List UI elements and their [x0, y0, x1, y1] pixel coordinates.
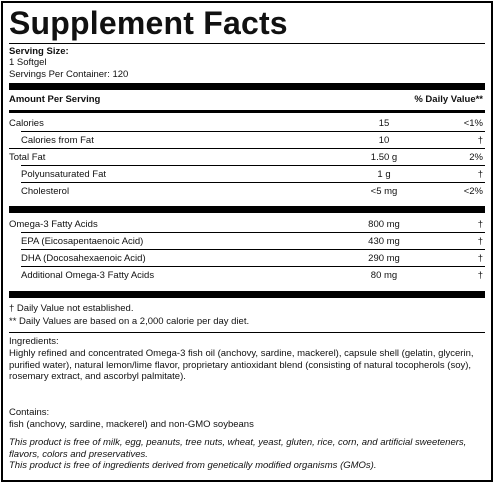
row-divider — [21, 232, 485, 233]
nutrient-amount: 1 g — [377, 169, 391, 180]
thick-divider-bottom — [9, 291, 485, 298]
thick-divider-middle — [9, 206, 485, 213]
row-divider — [21, 131, 485, 132]
nutrient-daily-value: † — [477, 253, 483, 264]
nutrient-daily-value: † — [477, 270, 483, 281]
nutrient-row: Calories 15 <1% — [9, 115, 485, 132]
nutrient-amount: 800 mg — [368, 219, 400, 230]
title-divider — [9, 43, 485, 44]
serving-size-value: 1 Softgel — [9, 57, 47, 68]
nutrient-row: DHA (Docosahexaenoic Acid) 290 mg † — [9, 250, 485, 267]
servings-per-container: Servings Per Container: 120 — [9, 69, 129, 80]
panel-title: Supplement Facts — [9, 5, 288, 41]
nutrient-amount: 15 — [378, 118, 390, 129]
nutrient-name: Additional Omega-3 Fatty Acids — [21, 270, 155, 281]
nutrient-row: Calories from Fat 10 † — [9, 132, 485, 149]
nutrient-name: Calories — [9, 118, 44, 129]
nutrient-row: Polyunsaturated Fat 1 g † — [9, 166, 485, 183]
nutrient-amount: 10 — [378, 135, 390, 146]
nutrient-daily-value: 2% — [469, 152, 483, 163]
nutrient-name: Calories from Fat — [21, 135, 94, 146]
amount-per-serving-label: Amount Per Serving — [9, 94, 101, 105]
nutrient-daily-value: † — [477, 169, 483, 180]
nutrient-daily-value: † — [477, 236, 483, 247]
row-divider — [9, 148, 485, 149]
row-divider — [21, 165, 485, 166]
ingredients-label: Ingredients: — [9, 336, 59, 347]
nutrient-daily-value: † — [477, 219, 483, 230]
ingredients-text: Highly refined and concentrated Omega-3 … — [9, 348, 474, 382]
nutrient-daily-value: <2% — [463, 186, 483, 197]
row-divider — [21, 182, 485, 183]
nutrient-daily-value: † — [477, 135, 483, 146]
nutrient-row: EPA (Eicosapentaenoic Acid) 430 mg † — [9, 233, 485, 250]
daily-value-label: % Daily Value** — [414, 94, 483, 105]
amount-header-row: Amount Per Serving % Daily Value** — [9, 91, 485, 108]
allergen-free-statement: This product is free of milk, egg, peanu… — [9, 437, 467, 460]
serving-size-label: Serving Size: — [9, 46, 69, 57]
nutrient-amount: <5 mg — [370, 186, 398, 197]
row-divider — [21, 249, 485, 250]
nutrient-amount: 1.50 g — [370, 152, 398, 163]
supplement-facts-panel: Supplement Facts Serving Size: 1 Softgel… — [1, 1, 493, 482]
nutrient-amount: 430 mg — [368, 236, 400, 247]
nutrient-row: Additional Omega-3 Fatty Acids 80 mg † — [9, 267, 485, 284]
nutrient-row: Omega-3 Fatty Acids 800 mg † — [9, 216, 485, 233]
contains-text: fish (anchovy, sardine, mackerel) and no… — [9, 419, 254, 430]
nutrient-name: EPA (Eicosapentaenoic Acid) — [21, 236, 144, 247]
footnote-dv-not-established: † Daily Value not established. — [9, 303, 134, 314]
nutrient-name: DHA (Docosahexaenoic Acid) — [21, 253, 146, 264]
nutrient-name: Total Fat — [9, 152, 46, 163]
nutrient-amount: 80 mg — [370, 270, 398, 281]
nutrient-amount: 290 mg — [368, 253, 400, 264]
contains-label: Contains: — [9, 407, 50, 418]
nutrient-row: Cholesterol <5 mg <2% — [9, 183, 485, 200]
nutrient-daily-value: <1% — [463, 118, 483, 129]
nutrient-row: Total Fat 1.50 g 2% — [9, 149, 485, 166]
footnote-daily-values: ** Daily Values are based on a 2,000 cal… — [9, 316, 250, 327]
thick-divider-top — [9, 83, 485, 90]
ingredients-divider — [9, 332, 485, 333]
row-divider — [21, 266, 485, 267]
nutrient-name: Cholesterol — [21, 186, 70, 197]
nutrient-name: Omega-3 Fatty Acids — [9, 219, 98, 230]
header-divider — [9, 110, 485, 113]
nutrient-name: Polyunsaturated Fat — [21, 169, 107, 180]
gmo-free-statement: This product is free of ingredients deri… — [9, 460, 377, 471]
